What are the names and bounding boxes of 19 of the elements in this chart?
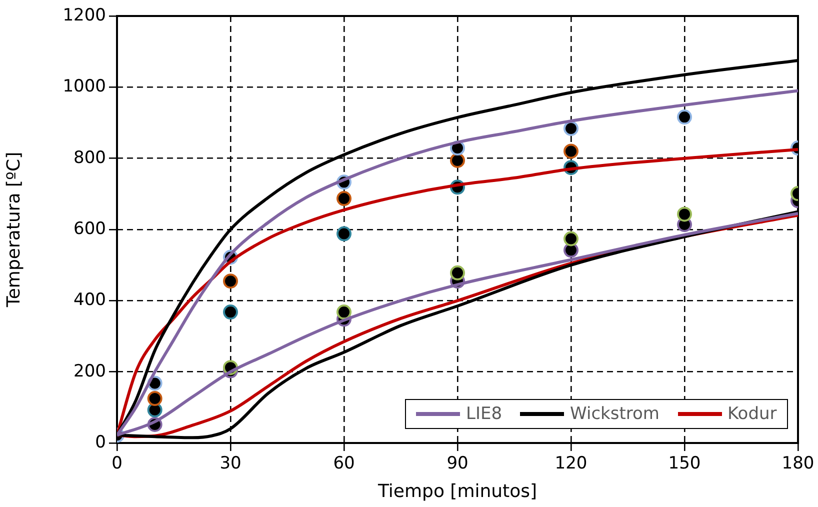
x-tick-label: 60 bbox=[333, 454, 355, 474]
legend-label: LIE8 bbox=[466, 404, 502, 424]
x-tick-label: 0 bbox=[112, 454, 122, 474]
legend-label: Kodur bbox=[728, 404, 777, 424]
x-tick-label: 90 bbox=[446, 454, 468, 474]
x-tick-label: 150 bbox=[668, 454, 701, 474]
x-tick-label: 30 bbox=[220, 454, 242, 474]
y-axis-title: Temperatura [ºC] bbox=[3, 152, 24, 308]
y-tick-label: 1200 bbox=[62, 5, 106, 26]
x-tick-label: 120 bbox=[554, 454, 588, 474]
y-tick-label: 400 bbox=[74, 290, 106, 310]
y-tick-label: 0 bbox=[95, 432, 106, 452]
y-tick-label: 800 bbox=[74, 148, 106, 168]
x-axis-title: Tiempo [minutos] bbox=[376, 480, 538, 502]
y-tick-label: 200 bbox=[74, 361, 106, 382]
legend-label: Wickstrom bbox=[570, 404, 660, 424]
x-tick-label: 180 bbox=[782, 454, 814, 474]
y-tick-label: 600 bbox=[74, 218, 106, 239]
y-tick-label: 1000 bbox=[62, 76, 106, 97]
